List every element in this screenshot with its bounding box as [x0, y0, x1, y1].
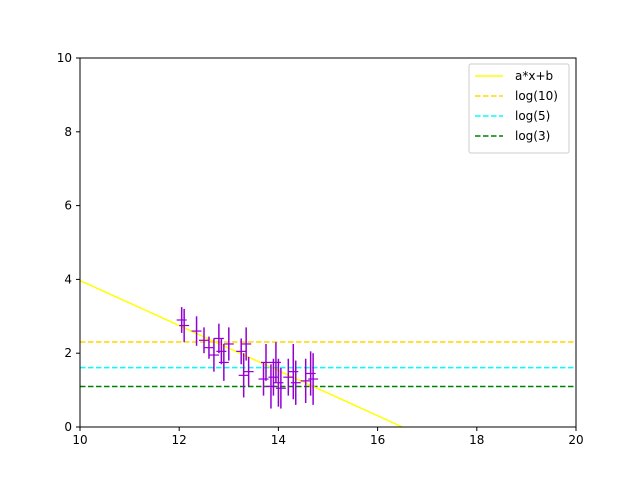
errorbar-point: [243, 356, 254, 387]
errorbar-point: [199, 327, 209, 354]
x-tick-label: 10: [72, 433, 87, 447]
y-axis-ticks: 0 2 4 6 8 10: [57, 51, 80, 434]
x-tick-label: 18: [469, 433, 484, 447]
legend-label: a*x+b: [515, 69, 553, 83]
errorbar-point: [213, 323, 224, 354]
errorbar-point: [238, 353, 249, 398]
y-tick-label: 4: [64, 272, 72, 286]
legend: a*x+b log(10) log(5) log(3): [468, 63, 570, 154]
legend-label: log(5): [515, 109, 550, 123]
errorbar-point: [179, 308, 190, 343]
errorbar-point: [218, 343, 229, 381]
axes-frame: [79, 57, 577, 428]
errorbar-point: [236, 338, 247, 365]
y-tick-label: 2: [64, 346, 72, 360]
errorbar-point: [305, 351, 316, 396]
y-tick-label: 10: [57, 51, 72, 65]
x-tick-label: 12: [172, 433, 187, 447]
legend-label: log(10): [515, 89, 558, 103]
errorbar-point: [258, 362, 269, 396]
errorbar-point: [265, 364, 276, 409]
x-tick-label: 16: [370, 433, 385, 447]
errorbar-point: [300, 358, 311, 404]
errorbar-point: [308, 353, 319, 405]
errorbar-point: [283, 358, 294, 396]
legend-box: [468, 63, 570, 154]
errorbar-group: [176, 307, 319, 409]
x-tick-label: 20: [568, 433, 583, 447]
y-tick-label: 0: [64, 420, 72, 434]
errorbar-point: [208, 338, 219, 372]
y-tick-label: 6: [64, 199, 72, 213]
errorbar-point: [223, 327, 234, 361]
errorbar-point: [288, 343, 299, 400]
errorbar-point: [268, 358, 279, 396]
x-axis-ticks: 10 12 14 16 18 20: [72, 427, 584, 447]
errorbar-point: [270, 342, 281, 383]
legend-label: log(3): [515, 129, 550, 143]
y-tick-label: 8: [64, 125, 72, 139]
errorbar-point: [273, 358, 284, 407]
errorbar-point: [191, 316, 202, 346]
errorbar-point: [176, 307, 187, 333]
x-tick-label: 14: [271, 433, 286, 447]
reference-lines: [80, 341, 576, 388]
errorbar-point: [216, 338, 227, 365]
errorbar-point: [290, 360, 301, 405]
errorbar-point: [261, 343, 271, 381]
errorbar-point: [241, 327, 252, 361]
errorbar-point: [275, 367, 286, 409]
